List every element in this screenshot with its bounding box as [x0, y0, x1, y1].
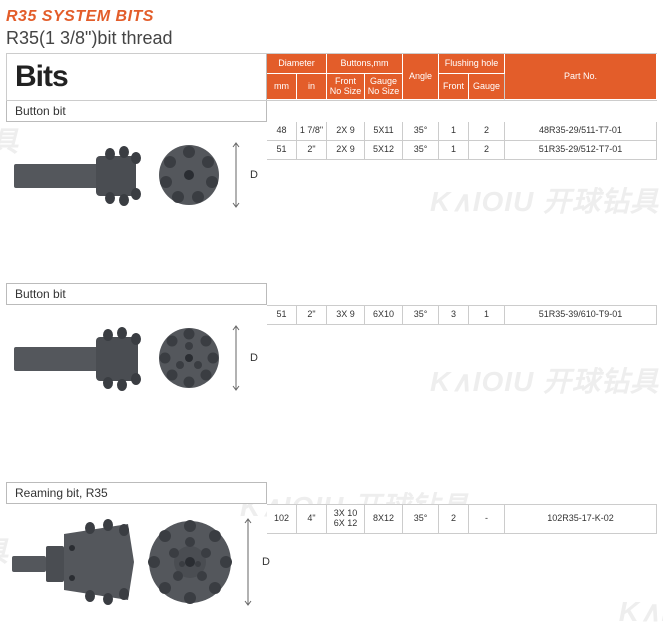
dim-label: D [262, 556, 270, 568]
cell: 102R35-17-K-02 [505, 505, 657, 534]
data-rows-3: 102 4" 3X 10 6X 12 8X12 35° 2 - 102R35-1… [267, 504, 657, 534]
th-partno: Part No. [505, 54, 657, 100]
cell: 5X11 [365, 122, 403, 141]
th-buttons: Buttons,mm [327, 54, 403, 74]
dimension-line [242, 518, 254, 606]
cell: 2 [469, 141, 505, 160]
cell: 2 [439, 505, 469, 534]
cell: 1 [439, 141, 469, 160]
cell: 1 [439, 122, 469, 141]
cell: 3X 10 6X 12 [327, 505, 365, 534]
cell: 2" [297, 141, 327, 160]
section-2: D 51 2" 3X 9 6X10 35° 3 1 51R35-39/610-T… [6, 305, 657, 410]
bit-face-icon [156, 142, 222, 208]
bit-face-icon [156, 325, 222, 391]
th-mm: mm [267, 74, 297, 100]
cell: 8X12 [365, 505, 403, 534]
section-label-1: Button bit [6, 101, 267, 122]
reaming-bit-side-icon [10, 516, 140, 608]
section-1: D 48 1 7/8" 2X 9 5X11 35° 1 2 48R35-29/5… [6, 122, 657, 227]
page-title: R35 SYSTEM BITS [6, 8, 657, 26]
cell: 51 [267, 306, 297, 325]
section-label-3: Reaming bit, R35 [6, 482, 267, 504]
cell: 2X 9 [327, 141, 365, 160]
section-label-2: Button bit [6, 283, 267, 305]
th-in: in [297, 74, 327, 100]
page-subtitle: R35(1 3/8")bit thread [6, 28, 657, 49]
cell: 5X12 [365, 141, 403, 160]
dim-label: D [250, 352, 258, 364]
cell: 1 [469, 306, 505, 325]
table-header: Bits Diameter Buttons,mm Angle Flushing … [6, 53, 657, 101]
cell: 48 [267, 122, 297, 141]
dim-label: D [250, 169, 258, 181]
cell: 2X 9 [327, 122, 365, 141]
bit-side-icon [10, 323, 150, 393]
cell: 48R35-29/511-T7-01 [505, 122, 657, 141]
th-angle: Angle [403, 54, 439, 100]
cell: 2" [297, 306, 327, 325]
th-front-nosize: Front No Size [327, 74, 365, 100]
cell: 51R35-39/610-T9-01 [505, 306, 657, 325]
bit-illustration-1: D [6, 122, 267, 227]
dimension-line [230, 142, 242, 208]
cell: 35° [403, 505, 439, 534]
th-fh-front: Front [439, 74, 469, 100]
cell: 35° [403, 306, 439, 325]
cell: 3 [439, 306, 469, 325]
cell: - [469, 505, 505, 534]
bit-illustration-2: D [6, 305, 267, 410]
cell: 6X10 [365, 306, 403, 325]
cell: 35° [403, 122, 439, 141]
cell: 102 [267, 505, 297, 534]
bit-side-icon [10, 140, 150, 210]
th-fh-gauge: Gauge [469, 74, 505, 100]
cell: 51 [267, 141, 297, 160]
data-rows-2: 51 2" 3X 9 6X10 35° 3 1 51R35-39/610-T9-… [267, 305, 657, 325]
th-gauge-nosize: Gauge No Size [365, 74, 403, 100]
th-flushing: Flushing hole [439, 54, 505, 74]
cell: 2 [469, 122, 505, 141]
th-diameter: Diameter [267, 54, 327, 74]
cell: 4" [297, 505, 327, 534]
dimension-line [230, 325, 242, 391]
cell: 35° [403, 141, 439, 160]
cell: 1 7/8" [297, 122, 327, 141]
cell: 51R35-29/512-T7-01 [505, 141, 657, 160]
data-rows-1: 48 1 7/8" 2X 9 5X11 35° 1 2 48R35-29/511… [267, 122, 657, 160]
bit-illustration-3: D [6, 504, 267, 619]
bits-label: Bits [6, 54, 267, 100]
reaming-bit-face-icon [146, 518, 234, 606]
section-3: D 102 4" 3X 10 6X 12 8X12 35° 2 - 102R35… [6, 504, 657, 619]
cell: 3X 9 [327, 306, 365, 325]
